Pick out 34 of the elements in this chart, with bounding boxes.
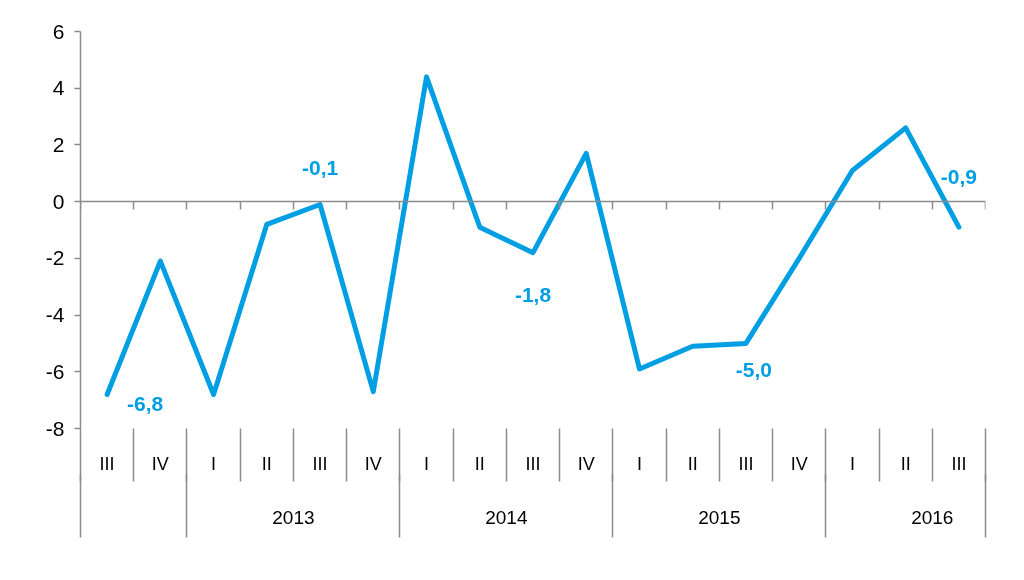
x-tick-label: I (211, 453, 217, 474)
data-label: -6,8 (127, 392, 164, 416)
data-label: -1,8 (514, 282, 552, 306)
x-tick-label: IV (151, 453, 169, 474)
x-tick-label: II (687, 453, 698, 474)
x-tick-label: IV (364, 453, 382, 474)
data-label: -5,0 (735, 358, 773, 382)
y-tick-label: -8 (45, 416, 65, 440)
x-tick-label: I (424, 453, 430, 474)
x-tick-label: III (525, 453, 541, 474)
x-tick-label: IV (790, 453, 808, 474)
x-tick-label: II (474, 453, 485, 474)
x-tick-label: III (738, 453, 754, 474)
x-tick-label: III (951, 453, 967, 474)
data-label: -0,9 (940, 165, 977, 189)
x-tick-label: I (849, 453, 855, 474)
y-tick-label: -4 (45, 303, 65, 327)
data-label: -0,1 (301, 156, 339, 180)
y-tick-label: 4 (52, 76, 65, 100)
y-tick-label: 2 (52, 132, 65, 156)
y-tick-label: -6 (45, 359, 65, 383)
x2-tick-label: 2013 (272, 506, 315, 528)
x2-tick-label: 2016 (911, 506, 954, 528)
y-tick-label: 6 (52, 19, 65, 43)
x-tick-label: IV (577, 453, 595, 474)
y-tick-label: 0 (52, 189, 65, 213)
x-tick-label: III (312, 453, 328, 474)
x-tick-label: II (261, 453, 272, 474)
y-tick-label: -2 (45, 246, 65, 270)
x-tick-label: I (636, 453, 642, 474)
x2-tick-label: 2014 (485, 506, 528, 528)
x-tick-label: II (900, 453, 911, 474)
x-tick-label: III (99, 453, 115, 474)
x2-tick-label: 2015 (698, 506, 741, 528)
